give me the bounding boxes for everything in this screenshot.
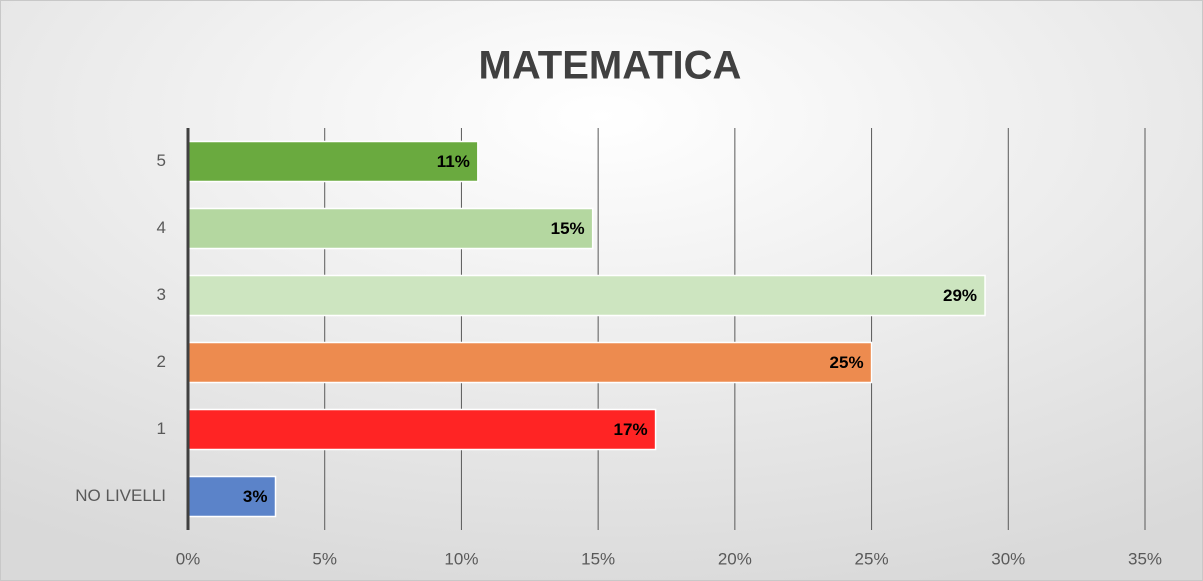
bar [187,475,277,518]
x-tick-label: 15% [581,549,615,568]
data-label: 25% [830,353,864,372]
data-label: 29% [943,286,977,305]
y-tick-label: 3 [157,285,166,304]
y-tick-label: 4 [157,218,166,237]
bar [187,341,873,384]
bar [187,408,657,451]
bar [187,140,479,183]
bar [187,274,986,317]
data-label: 3% [243,487,268,506]
x-tick-label: 5% [312,549,337,568]
data-label: 17% [614,420,648,439]
data-label: 11% [437,152,470,171]
x-tick-label: 0% [176,549,201,568]
y-tick-label: NO LIVELLI [75,486,166,505]
x-tick-label: 20% [718,549,752,568]
x-tick-label: 25% [855,549,889,568]
bar [187,207,594,250]
y-tick-label: 5 [157,151,166,170]
y-tick-label: 2 [157,352,166,371]
x-tick-label: 10% [444,549,478,568]
chart-title: MATEMATICA [479,44,742,88]
y-tick-label: 1 [157,419,166,438]
x-tick-label: 30% [991,549,1025,568]
x-tick-label: 35% [1128,549,1162,568]
data-label: 15% [551,219,585,238]
